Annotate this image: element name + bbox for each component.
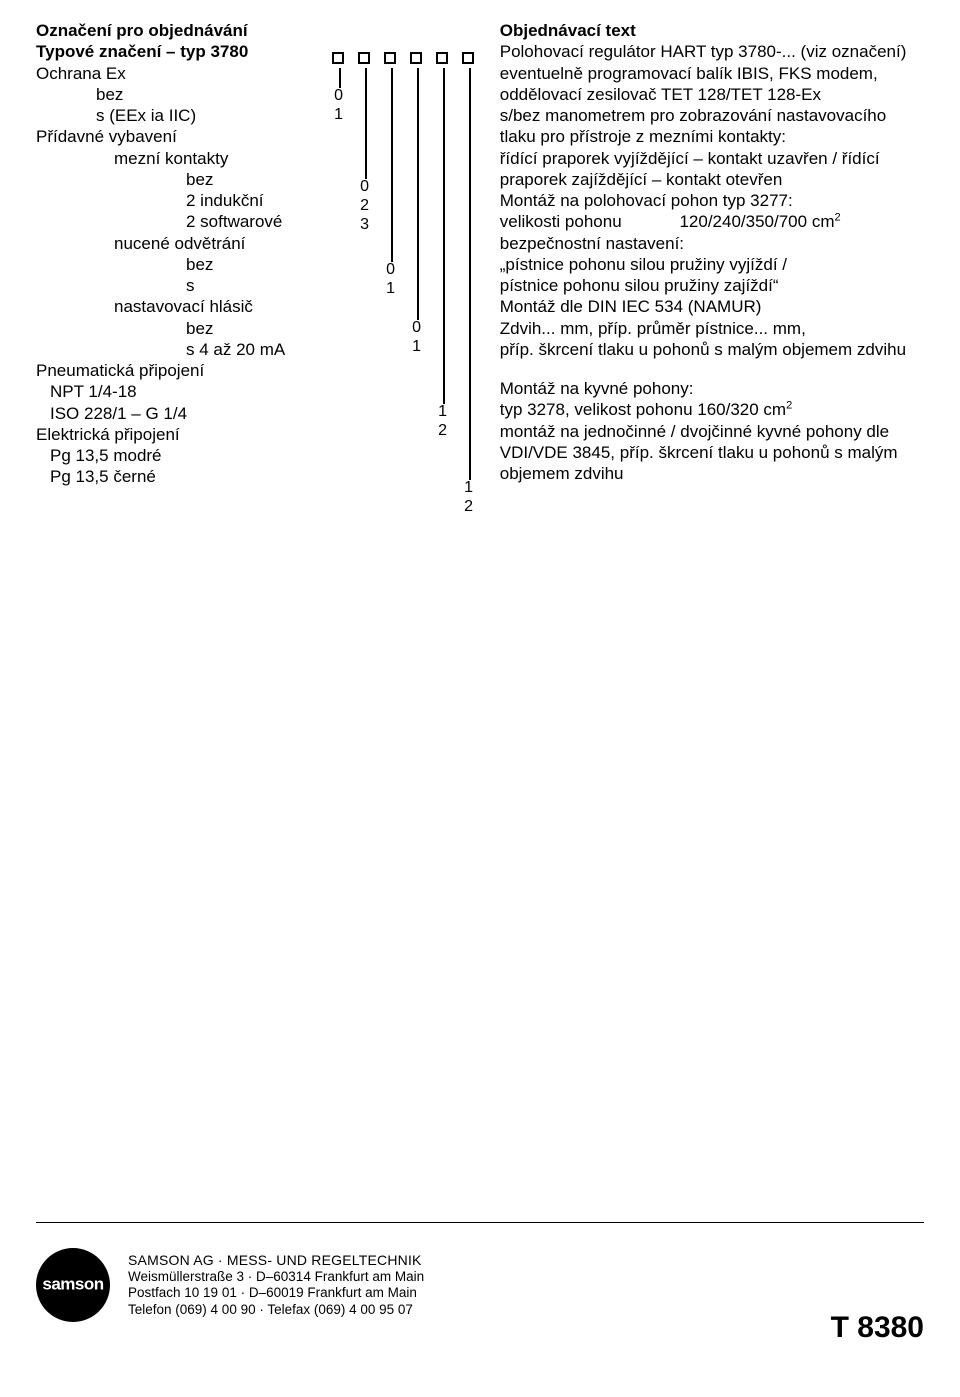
diagram-box [332, 52, 344, 64]
diagram-box [410, 52, 422, 64]
diagram-digit: 0 [360, 179, 369, 195]
diagram-line [443, 68, 445, 404]
order-text-p7: „pístnice pohonu silou pružiny vyjíždí / [500, 254, 924, 275]
diagram-digit: 1 [412, 339, 421, 355]
heading-type: Typové značení – typ 3780 [36, 41, 322, 62]
diagram-line [417, 68, 419, 320]
diagram-digit: 1 [386, 281, 395, 297]
opt-mk-sw: 2 softwarové [36, 211, 322, 232]
diagram-digit: 0 [412, 320, 421, 336]
opt-no-bez: bez [36, 254, 322, 275]
order-text-p1: Polohovací regulátor HART typ 3780-... (… [500, 41, 924, 105]
label-pneum: Pneumatická připojení [36, 360, 322, 381]
order-text-p8: Montáž dle DIN IEC 534 (NAMUR) [500, 296, 924, 317]
footer-rule [36, 1222, 924, 1223]
diagram-digit: 2 [438, 423, 447, 439]
type-code-diagram: 0102301011212 [322, 20, 500, 488]
order-text-p11: Montáž na kyvné pohony: [500, 378, 924, 399]
diagram-digit: 1 [334, 107, 343, 123]
diagram-digit: 2 [360, 198, 369, 214]
label-pridavne: Přídavné vybavení [36, 126, 322, 147]
order-text-p9: Zdvih... mm, příp. průměr pístnice... mm… [500, 318, 924, 339]
diagram-digit: 1 [464, 480, 473, 496]
opt-mk-ind: 2 indukční [36, 190, 322, 211]
order-text-p12: typ 3278, velikost pohonu 160/320 cm2 [500, 399, 924, 420]
opt-no-s: s [36, 275, 322, 296]
order-text-p7b: pístnice pohonu silou pružiny zajíždí“ [500, 275, 924, 296]
right-column: Objednávací text Polohovací regulátor HA… [500, 20, 924, 488]
label-nucene: nucené odvětrání [36, 233, 322, 254]
diagram-line [339, 68, 341, 88]
order-text-p13: montáž na jednočinné / dvojčinné kyvné p… [500, 421, 924, 485]
heading-order-text: Objednávací text [500, 20, 924, 41]
diagram-line [469, 68, 471, 480]
diagram-digit: 3 [360, 217, 369, 233]
opt-bez: bez [36, 84, 322, 105]
order-text-p3: řídící praporek vyjíždějící – kontakt uz… [500, 148, 924, 191]
opt-pg-modre: Pg 13,5 modré [36, 445, 322, 466]
footer: samson SAMSON AG · MESS- UND REGELTECHNI… [36, 1248, 924, 1322]
diagram-box [462, 52, 474, 64]
footer-line3: Postfach 10 19 01 · D–60019 Frankfurt am… [128, 1285, 424, 1301]
diagram-line [365, 68, 367, 179]
order-text-p6: bezpečnostní nastavení: [500, 233, 924, 254]
opt-pg-cerne: Pg 13,5 černé [36, 466, 322, 487]
heading-ordering: Označení pro objednávání [36, 20, 322, 41]
opt-npt: NPT 1/4-18 [36, 381, 322, 402]
label-ochrana: Ochrana Ex [36, 63, 322, 84]
footer-address: SAMSON AG · MESS- UND REGELTECHNIK Weism… [128, 1252, 424, 1318]
order-text-p4: Montáž na polohovací pohon typ 3277: [500, 190, 924, 211]
opt-h-s: s 4 až 20 mA [36, 339, 322, 360]
footer-line2: Weismüllerstraße 3 · D–60314 Frankfurt a… [128, 1269, 424, 1285]
label-mezni: mezní kontakty [36, 148, 322, 169]
diagram-digit: 1 [438, 404, 447, 420]
label-elek: Elektrická připojení [36, 424, 322, 445]
diagram-box [384, 52, 396, 64]
document-number: T 8380 [831, 1311, 924, 1345]
opt-h-bez: bez [36, 318, 322, 339]
footer-line1: SAMSON AG · MESS- UND REGELTECHNIK [128, 1252, 424, 1269]
opt-iso: ISO 228/1 – G 1/4 [36, 403, 322, 424]
diagram-box [436, 52, 448, 64]
left-column: Označení pro objednávání Typové značení … [36, 20, 322, 488]
opt-s-ex: s (EEx ia IIC) [36, 105, 322, 126]
order-text-p2: s/bez manometrem pro zobrazování nastavo… [500, 105, 924, 148]
diagram-digit: 0 [334, 88, 343, 104]
samson-logo: samson [36, 1248, 110, 1322]
diagram-digit: 2 [464, 499, 473, 515]
diagram-digit: 0 [386, 262, 395, 278]
footer-line4: Telefon (069) 4 00 90 · Telefax (069) 4 … [128, 1302, 424, 1318]
opt-mk-bez: bez [36, 169, 322, 190]
label-hlasic: nastavovací hlásič [36, 296, 322, 317]
order-text-p5: velikosti pohonu 120/240/350/700 cm2 [500, 211, 924, 232]
order-text-p10: příp. škrcení tlaku u pohonů s malým obj… [500, 339, 924, 360]
diagram-box [358, 52, 370, 64]
diagram-line [391, 68, 393, 262]
